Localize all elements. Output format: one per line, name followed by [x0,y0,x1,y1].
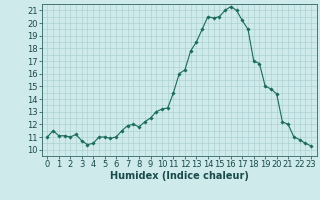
X-axis label: Humidex (Indice chaleur): Humidex (Indice chaleur) [110,171,249,181]
